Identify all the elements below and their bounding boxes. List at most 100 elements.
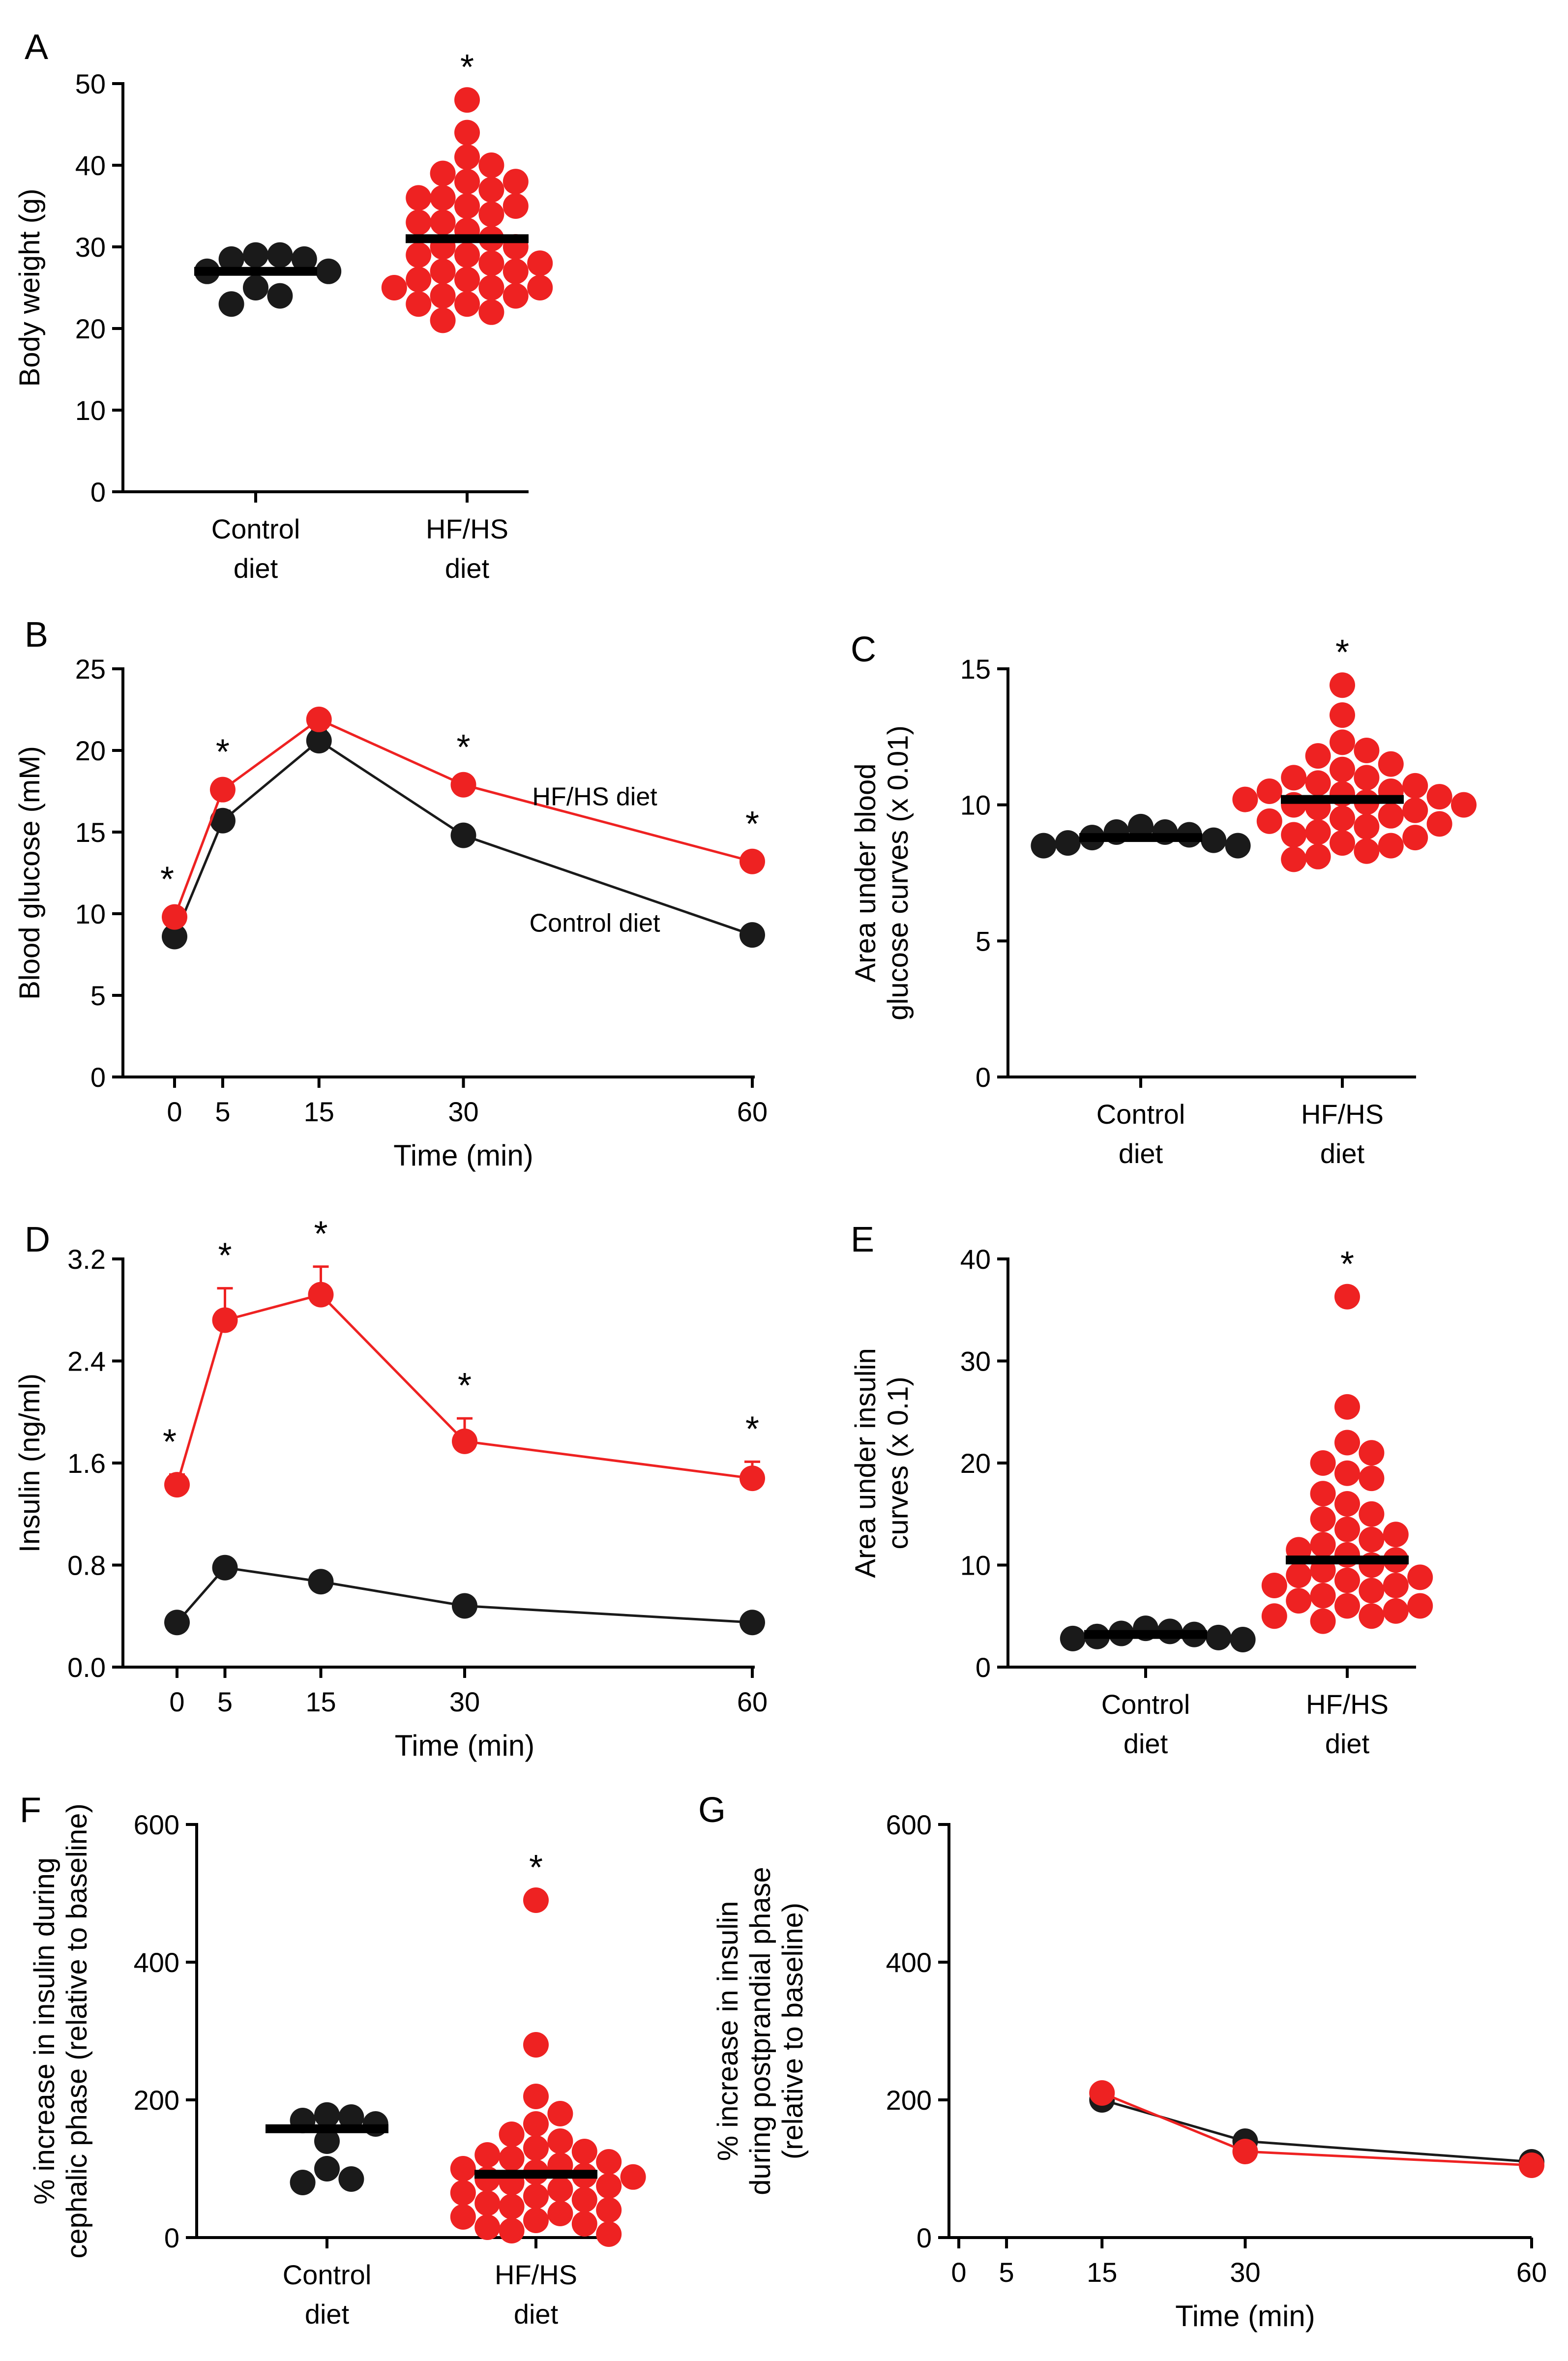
y-tick-label: 20	[75, 313, 106, 344]
series-label: Control diet	[530, 909, 660, 938]
data-point	[1334, 1516, 1360, 1542]
data-point	[306, 706, 332, 732]
series-hfhs: *	[450, 1848, 646, 2247]
x-tick-label: 60	[1516, 2257, 1547, 2288]
data-point	[454, 267, 480, 293]
significance-star: *	[458, 1366, 472, 1405]
data-point	[523, 2135, 549, 2161]
x-axis-label: Time (min)	[395, 1729, 534, 1762]
data-point	[1354, 765, 1380, 791]
data-point	[499, 2218, 525, 2243]
y-axis-label: Area under insulin	[850, 1348, 882, 1578]
data-point	[1334, 1430, 1360, 1456]
x-tick-label: 15	[305, 1686, 336, 1717]
data-point	[1305, 743, 1331, 769]
data-point	[740, 1465, 765, 1492]
y-tick-label: 20	[960, 1448, 991, 1479]
data-point	[527, 250, 553, 276]
y-tick-label: 0.8	[67, 1550, 106, 1581]
data-point	[1383, 1522, 1409, 1548]
data-point	[454, 120, 480, 146]
data-point	[1310, 1532, 1336, 1557]
x-category-label: HF/HS	[1306, 1689, 1389, 1720]
y-tick-label: 10	[75, 395, 106, 426]
x-tick-label: 5	[215, 1096, 230, 1127]
panel-letter: D	[25, 1220, 50, 1259]
data-point	[478, 177, 504, 203]
data-point	[1378, 751, 1404, 777]
data-point	[381, 275, 407, 300]
data-point	[740, 848, 765, 874]
data-point	[1330, 702, 1355, 728]
x-axis-label: Time (min)	[393, 1139, 533, 1172]
data-point	[212, 1307, 238, 1333]
significance-star: *	[218, 1236, 232, 1276]
x-category-label: diet	[234, 553, 278, 584]
y-tick-label: 0	[90, 477, 106, 508]
data-point	[1089, 2080, 1115, 2106]
data-point	[1128, 813, 1154, 839]
x-tick-label: 60	[737, 1686, 768, 1717]
y-tick-label: 200	[886, 2085, 932, 2116]
series-control	[164, 1554, 765, 1636]
data-point	[1305, 819, 1331, 845]
series-control	[194, 242, 342, 317]
data-point	[1206, 1624, 1232, 1650]
data-point	[406, 242, 432, 268]
data-point	[1261, 1603, 1287, 1629]
significance-star: *	[314, 1215, 327, 1254]
data-point	[1261, 1573, 1287, 1598]
y-tick-label: 0	[164, 2222, 179, 2253]
x-tick-label: 15	[1087, 2257, 1117, 2288]
data-point	[209, 777, 236, 803]
x-category-label: diet	[1119, 1138, 1163, 1169]
data-point	[478, 250, 504, 276]
data-point	[452, 1593, 477, 1619]
data-point	[1407, 1593, 1433, 1619]
data-point	[1310, 1506, 1336, 1532]
x-category-label: Control	[1101, 1689, 1190, 1720]
data-point	[523, 2183, 549, 2209]
y-axis-label: cephalic phase (relative to baseline)	[61, 1803, 93, 2258]
data-point	[1383, 1573, 1409, 1598]
data-point	[1354, 813, 1380, 839]
y-tick-label: 0.0	[67, 1652, 106, 1683]
data-point	[162, 924, 187, 950]
data-point	[1402, 773, 1428, 799]
data-point	[740, 922, 765, 948]
series-hfhs: *	[381, 48, 553, 333]
data-point	[1310, 1481, 1336, 1507]
significance-star: *	[216, 733, 230, 772]
x-tick-label: 30	[449, 1686, 480, 1717]
x-tick-label: 0	[167, 1096, 182, 1127]
data-point	[1330, 729, 1355, 755]
x-category-label: HF/HS	[1301, 1099, 1384, 1130]
data-point	[406, 267, 432, 293]
data-point	[291, 246, 317, 272]
x-tick-label: 30	[1230, 2257, 1260, 2288]
data-point	[571, 2211, 597, 2237]
x-category-label: HF/HS	[426, 513, 508, 544]
data-point	[1359, 1578, 1385, 1604]
series-control	[1060, 1615, 1256, 1652]
data-point	[620, 2164, 646, 2190]
data-point	[1305, 770, 1331, 796]
x-tick-label: 0	[169, 1686, 184, 1717]
y-tick-label: 10	[960, 1550, 991, 1581]
y-axis-label: % increase in insulin	[712, 1901, 744, 2161]
data-point	[1334, 1394, 1360, 1420]
data-point	[1334, 1284, 1360, 1310]
data-point	[164, 1610, 190, 1636]
series-control	[1031, 813, 1251, 859]
data-point	[499, 2146, 525, 2171]
panel-f: F 0 200 400 600 % increase in insulin during c…	[20, 1791, 646, 2330]
y-tick-label: 40	[960, 1244, 991, 1275]
data-point	[474, 2214, 501, 2240]
y-axis-label: curves (x 0.1)	[882, 1376, 914, 1549]
y-tick-label: 5	[90, 980, 106, 1011]
data-point	[1305, 843, 1331, 869]
data-point	[1359, 1440, 1385, 1466]
data-point	[267, 242, 293, 268]
data-point	[430, 307, 456, 333]
data-point	[1281, 765, 1307, 791]
